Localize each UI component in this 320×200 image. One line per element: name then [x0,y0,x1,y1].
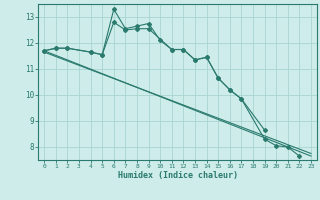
X-axis label: Humidex (Indice chaleur): Humidex (Indice chaleur) [118,171,238,180]
